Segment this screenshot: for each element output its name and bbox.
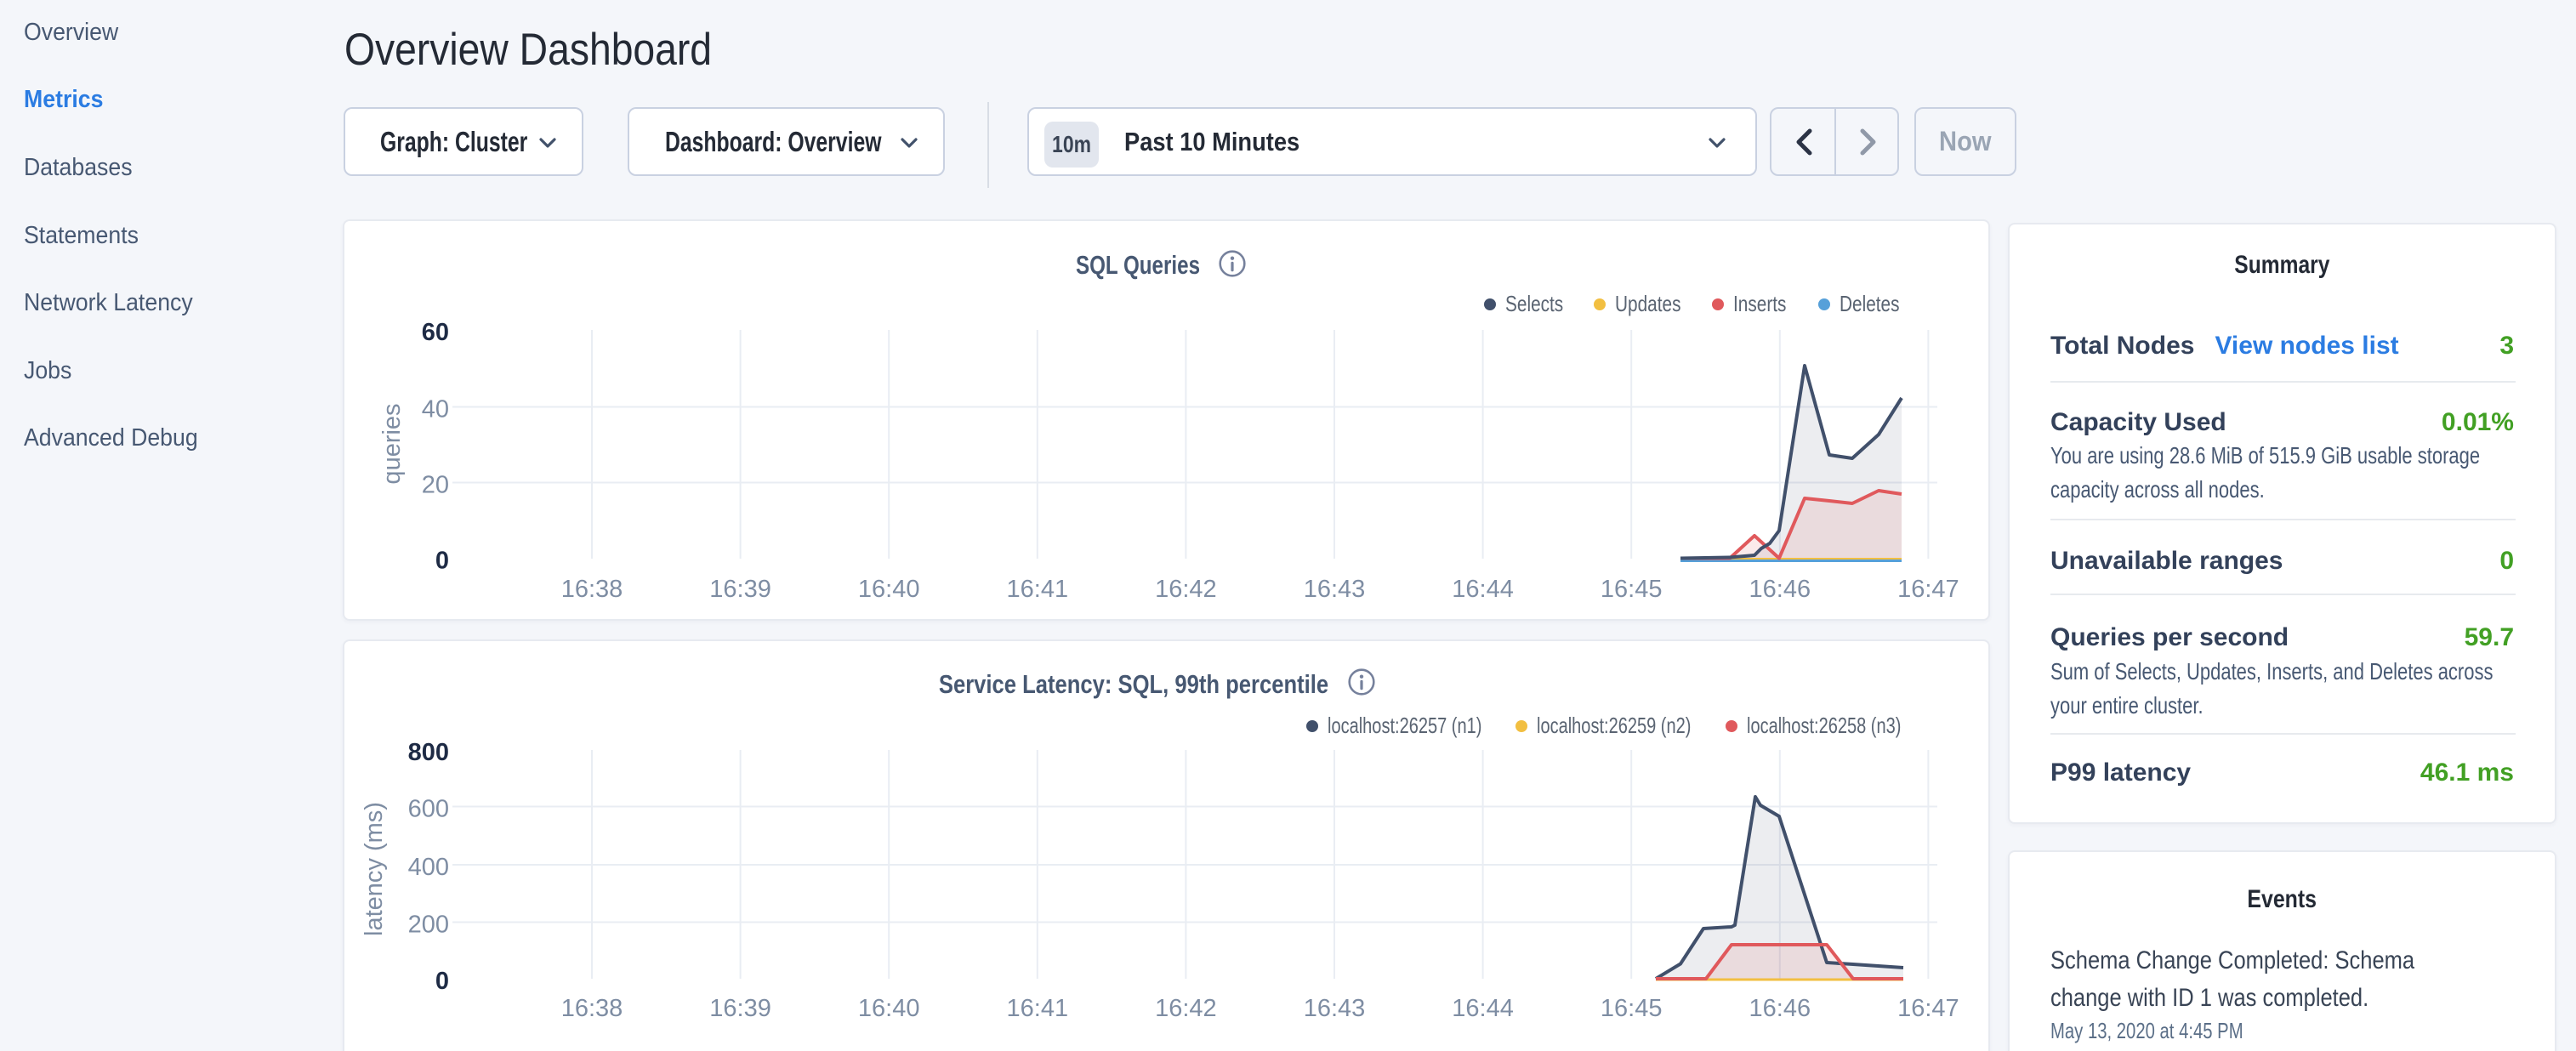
svg-text:60: 60 — [422, 319, 449, 346]
svg-text:16:44: 16:44 — [1452, 576, 1514, 603]
svg-text:16:46: 16:46 — [1749, 576, 1811, 603]
svg-text:16:42: 16:42 — [1155, 576, 1217, 603]
svg-text:16:38: 16:38 — [561, 995, 623, 1022]
svg-text:16:45: 16:45 — [1601, 995, 1663, 1022]
svg-text:16:47: 16:47 — [1897, 576, 1959, 603]
svg-text:200: 200 — [408, 912, 449, 939]
svg-text:16:44: 16:44 — [1452, 995, 1514, 1022]
svg-text:16:38: 16:38 — [561, 576, 623, 603]
svg-text:16:39: 16:39 — [709, 576, 771, 603]
svg-text:queries: queries — [378, 403, 406, 484]
svg-text:16:43: 16:43 — [1304, 995, 1366, 1022]
svg-text:16:42: 16:42 — [1155, 995, 1217, 1022]
svg-text:16:40: 16:40 — [858, 995, 920, 1022]
svg-text:800: 800 — [408, 739, 449, 766]
svg-text:16:41: 16:41 — [1007, 576, 1069, 603]
svg-text:latency (ms): latency (ms) — [361, 802, 388, 936]
svg-text:16:46: 16:46 — [1749, 995, 1811, 1022]
svg-text:16:41: 16:41 — [1007, 995, 1069, 1022]
svg-text:0: 0 — [435, 968, 449, 995]
svg-text:600: 600 — [408, 796, 449, 823]
svg-text:16:45: 16:45 — [1601, 576, 1663, 603]
svg-text:40: 40 — [422, 396, 449, 423]
svg-text:16:47: 16:47 — [1897, 995, 1959, 1022]
svg-text:16:40: 16:40 — [858, 576, 920, 603]
svg-text:400: 400 — [408, 854, 449, 881]
svg-text:20: 20 — [422, 472, 449, 499]
svg-text:0: 0 — [435, 548, 449, 575]
svg-text:16:39: 16:39 — [709, 995, 771, 1022]
svg-text:16:43: 16:43 — [1304, 576, 1366, 603]
